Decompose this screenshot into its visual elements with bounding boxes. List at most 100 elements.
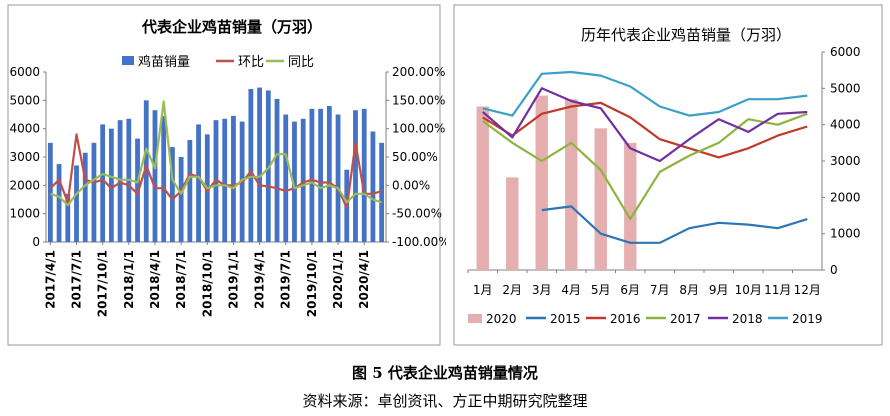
chart-1-bar [300,118,306,242]
chart-1-x-tick-label: 2017/4/1 [43,250,57,309]
chart-2-line-2018 [482,87,808,163]
chart-1-bar [222,118,228,242]
chart-2-x-tick-label: 3月 [532,283,552,297]
chart-1-legend-swatch-bar [122,56,134,65]
chart-1-bar [361,108,367,242]
chart-1-bar [108,128,114,242]
chart-2-bar-2020 [535,95,548,270]
chart-1-bar [309,108,315,242]
chart-1-x-tick-label: 2019/4/1 [253,250,267,309]
chart-2-legend-label: 2016 [610,312,641,326]
chart-2-x-tick-label: 2月 [502,283,522,297]
chart-1-bar [231,115,236,242]
chart-1-bar [274,98,280,243]
chart-1-bar [292,121,297,242]
chart-1-bar [100,124,106,242]
chart-1-x-tick-label: 2018/10/1 [200,250,214,317]
chart-1-right-tick-label: 150.00% [392,93,445,107]
chart-1-right-tick-label: -50.00% [392,207,442,221]
chart-1-right-tick-label: 50.00% [392,150,438,164]
chart-1-x-tick-label: 2019/7/1 [279,250,293,309]
chart-1-x-tick-label: 2018/7/1 [174,250,188,309]
chart-2-y-tick-label: 5000 [830,81,861,95]
chart-1-x-tick-label: 2018/4/1 [148,250,162,309]
chart-1-x-tick-label: 2017/7/1 [70,250,84,309]
chart-1-legend-label: 同比 [288,55,314,70]
chart-1-bar [143,100,149,242]
chart-1-x-tick-label: 2020/1/1 [331,250,345,309]
chart-2-x-tick-label: 7月 [650,283,670,297]
chart-1-right-tick-label: 0.00% [392,178,430,192]
chart-1-bar [257,87,262,242]
chart-1-line-yoy [50,100,382,207]
chart-1-title: 代表企业鸡苗销量（万羽） [141,18,322,36]
chart-1-bar [187,140,193,242]
figure-source: 资料来源：卓创资讯、方正中期研究院整理 [302,392,588,410]
chart-1-line-mom [49,133,382,210]
chart-2-y-tick-label: 3000 [830,154,861,168]
chart-2-bar-2020 [624,142,637,270]
chart-1-x-tick-label: 2019/10/1 [305,250,319,317]
chart-1-right-tick-label: 100.00% [392,122,445,136]
chart-1-left-tick-label: 4000 [9,122,40,136]
chart-2-plot: 0 1000 2000 3000 4000 5000 6000 1月 2月 3月 4月 5月 6月 7月 8… [467,45,861,297]
chart-2-y-tick-label: 4000 [830,118,861,132]
chart-1-right-tick-label: 200.00% [392,65,445,79]
chart-2-x-tick-label: 11月 [764,283,791,297]
chart-1-x-tick-label: 2017/10/1 [96,250,110,317]
chart-2-x-tick-label: 12月 [794,283,821,297]
chart-2-x-tick-label: 10月 [735,283,762,297]
chart-1-right-tick-label: -100.00% [392,235,446,249]
chart-2-x-tick-label: 9月 [709,283,729,297]
chart-2-legend: 2020 2015 2016 2017 2018 2019 [468,312,823,326]
chart-1-left-tick-label: 1000 [9,207,40,221]
chart-1-bar [91,142,97,242]
chart-2-x-tick-label: 4月 [561,283,581,297]
chart-2-legend-label: 2020 [486,312,517,326]
chart-2-y-tick-label: 6000 [830,45,861,59]
chart-1-bar [74,165,79,242]
chart-1-legend: 鸡苗销量 环比 同比 [122,54,314,70]
chart-1-left-tick-label: 5000 [9,93,40,107]
chart-2-yearly-sales: 历年代表企业鸡苗销量（万羽） 0 1000 2000 3000 4000 5000 6000… [453,4,883,346]
chart-1-bar [335,114,341,242]
chart-1-legend-label: 环比 [238,55,264,70]
chart-1-bar [196,124,201,242]
chart-2-bar-2020 [565,99,578,270]
chart-1-bar [47,142,53,242]
chart-2-legend-label: 2015 [550,312,581,326]
chart-2-x-tick-label: 6月 [620,283,640,297]
chart-1-x-tick-label: 2018/1/1 [122,250,136,309]
chart-1-legend-label: 鸡苗销量 [138,54,190,70]
chart-1-sales-volume: 代表企业鸡苗销量（万羽） 鸡苗销量 环比 同比 0 1000 2000 3000 4000 5… [7,4,446,346]
chart-1-left-tick-label: 6000 [9,65,40,79]
chart-2-bar-2020 [594,128,607,270]
chart-1-bar [161,115,167,242]
chart-1-x-tick-label: 2020/4/1 [357,250,371,309]
chart-1-bar [65,193,71,242]
chart-1-bar [117,120,123,242]
chart-1-bar [56,164,62,242]
chart-2-title: 历年代表企业鸡苗销量（万羽） [581,26,791,44]
chart-1-bar [178,157,184,242]
chart-2-legend-swatch-bar [468,314,482,323]
chart-2-x-tick-label: 1月 [473,283,493,297]
chart-2-line-2017 [482,112,808,221]
chart-2-x-tick-label: 5月 [591,283,611,297]
chart-1-left-tick-label: 3000 [9,150,40,164]
chart-1-bar [170,147,175,242]
chart-1-bar [248,89,254,242]
figure-caption: 图 5 代表企业鸡苗销量情况 [352,364,538,382]
chart-1-x-tick-label: 2019/1/1 [226,250,240,309]
chart-2-frame [453,4,883,346]
chart-2-legend-label: 2017 [670,312,701,326]
chart-1-bar [379,142,385,242]
chart-2-y-tick-label: 1000 [830,227,861,241]
chart-1-plot: 0 1000 2000 3000 4000 5000 6000 -100.00% -50.00%… [9,65,446,317]
chart-2-legend-label: 2018 [732,312,763,326]
chart-2-line-2019 [482,70,808,117]
chart-1-bar [370,131,376,242]
chart-2-bar-2020 [476,106,489,270]
chart-1-left-tick-label: 0 [32,235,40,249]
chart-1-bar [318,108,324,242]
